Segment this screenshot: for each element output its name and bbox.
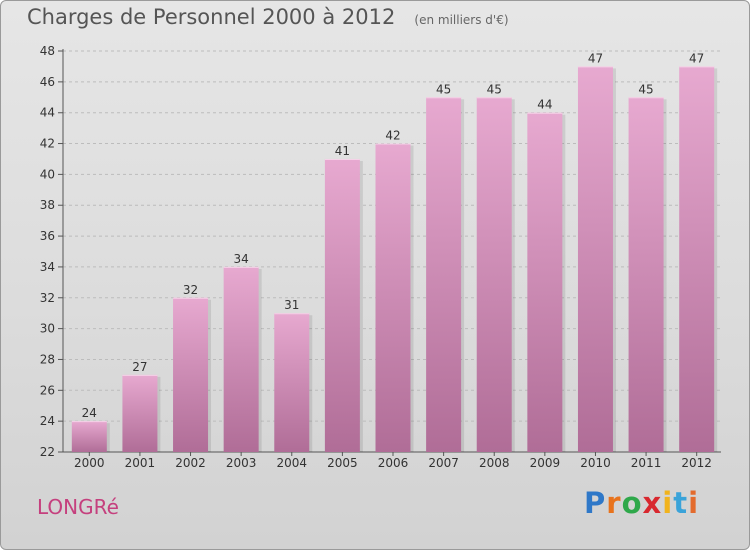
- x-tick-label: 2010: [580, 456, 611, 470]
- bar-2005: [324, 158, 360, 452]
- bar-2011: [628, 97, 664, 453]
- data-label: 45: [638, 82, 653, 96]
- chart-subtitle: (en milliers d'€): [414, 13, 509, 27]
- y-tick-label: 44: [40, 106, 55, 120]
- data-label: 44: [537, 98, 552, 112]
- logo-letter: o: [621, 486, 643, 520]
- data-labels: 24 27 32 34 31 41 42 45 45 44 47 45 47: [82, 51, 705, 420]
- x-tick-labels: 2000 2001 2002 2003 2004 2005 2006 2007 2008 2009…: [74, 456, 712, 470]
- bar-2012: [679, 66, 715, 452]
- data-label: 42: [385, 129, 400, 143]
- location-name: LONGRé: [37, 495, 119, 519]
- bar-2009: [527, 112, 563, 452]
- x-tick-label: 2011: [631, 456, 662, 470]
- data-label: 41: [335, 144, 350, 158]
- data-label: 32: [183, 283, 198, 297]
- y-tick-label: 24: [40, 414, 55, 428]
- y-tick-label: 22: [40, 445, 55, 459]
- logo-letter: P: [584, 486, 607, 520]
- bar-2010: [577, 66, 613, 452]
- y-tick-label: 42: [40, 137, 55, 151]
- y-tick-label: 32: [40, 291, 55, 305]
- bar-2003: [223, 266, 259, 452]
- bar-2000: [71, 421, 107, 452]
- y-tick-label: 34: [40, 260, 55, 274]
- y-tick-label: 40: [40, 167, 55, 181]
- proxiti-logo[interactable]: Proxiti: [584, 486, 699, 520]
- logo-letter: x: [642, 486, 663, 520]
- chart-title: Charges de Personnel 2000 à 2012: [27, 5, 396, 29]
- title-row: Charges de Personnel 2000 à 2012 (en mil…: [27, 5, 509, 29]
- bar-2008: [476, 97, 512, 453]
- logo-letter: t: [673, 486, 689, 520]
- data-label: 27: [132, 360, 147, 374]
- x-tick-label: 2004: [276, 456, 307, 470]
- x-tick-label: 2008: [479, 456, 510, 470]
- y-tick-label: 38: [40, 198, 55, 212]
- data-label: 34: [234, 252, 249, 266]
- x-tick-label: 2007: [428, 456, 459, 470]
- y-tick-label: 48: [40, 44, 55, 58]
- x-tick-label: 2009: [530, 456, 561, 470]
- data-label: 45: [487, 82, 502, 96]
- x-tick-label: 2001: [125, 456, 156, 470]
- data-label: 45: [436, 82, 451, 96]
- y-tick-label: 30: [40, 322, 55, 336]
- x-tick-label: 2003: [226, 456, 257, 470]
- x-tick-label: 2002: [175, 456, 206, 470]
- y-tick-label: 28: [40, 352, 55, 366]
- bar-2002: [173, 297, 209, 452]
- x-tick-label: 2000: [74, 456, 105, 470]
- logo-letter: i: [688, 486, 700, 520]
- y-tick-label: 26: [40, 383, 55, 397]
- y-tick-label: 36: [40, 229, 55, 243]
- data-label: 47: [689, 51, 704, 65]
- data-label: 31: [284, 298, 299, 312]
- data-label: 24: [82, 406, 97, 420]
- bars: [71, 66, 718, 453]
- logo-letter: r: [606, 486, 622, 520]
- y-tick-labels: 22 24 26 28 30 32 34 36 38 40 42 44 46 48: [40, 44, 55, 459]
- logo-letter: i: [662, 486, 674, 520]
- bar-2006: [375, 143, 411, 453]
- bar-2001: [122, 374, 158, 452]
- x-tick-label: 2012: [681, 456, 712, 470]
- x-tick-label: 2006: [378, 456, 409, 470]
- bar-2007: [426, 97, 462, 453]
- x-tick-label: 2005: [327, 456, 358, 470]
- bar-2004: [274, 313, 310, 452]
- data-label: 47: [588, 51, 603, 65]
- y-tick-label: 46: [40, 75, 55, 89]
